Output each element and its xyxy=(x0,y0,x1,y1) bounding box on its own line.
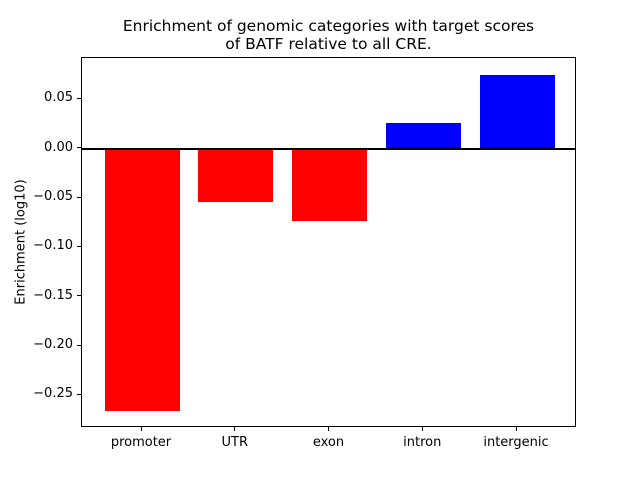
x-tick-mark xyxy=(421,427,423,431)
y-tick-mark xyxy=(77,393,81,395)
x-tick-label-UTR: UTR xyxy=(221,435,249,450)
x-tick-label-intergenic: intergenic xyxy=(483,435,549,450)
x-tick-mark xyxy=(328,427,329,431)
bar-intron xyxy=(385,123,461,149)
y-tick-label: −0.15 xyxy=(33,287,73,303)
bar-exon xyxy=(292,148,367,221)
y-tick-mark xyxy=(77,97,81,99)
bar-promoter xyxy=(104,148,180,412)
y-tick-label: −0.20 xyxy=(33,337,73,353)
plot-area xyxy=(81,57,576,427)
y-tick-label: −0.10 xyxy=(33,238,73,254)
y-tick-mark xyxy=(77,196,81,198)
x-tick-label-promoter: promoter xyxy=(110,435,172,450)
x-tick-label-intron: intron xyxy=(403,435,442,450)
x-tick-mark xyxy=(140,427,142,431)
zero-line xyxy=(82,147,575,150)
y-tick-mark xyxy=(77,295,81,297)
y-tick-label: 0.05 xyxy=(44,90,73,106)
x-tick-label-exon: exon xyxy=(312,435,345,450)
y-tick-label: −0.05 xyxy=(33,189,73,205)
x-tick-mark xyxy=(234,427,236,431)
chart-title-line-2: of BATF relative to all CRE. xyxy=(225,35,432,53)
y-tick-label: 0.00 xyxy=(44,139,73,155)
x-tick-mark xyxy=(515,427,517,431)
chart-title: Enrichment of genomic categories with ta… xyxy=(81,17,576,53)
chart-title-line-1: Enrichment of genomic categories with ta… xyxy=(122,17,535,35)
y-tick-mark xyxy=(77,147,81,149)
y-tick-mark xyxy=(77,344,81,346)
y-tick-mark xyxy=(77,245,81,247)
y-tick-label: −0.25 xyxy=(33,386,73,402)
bar-UTR xyxy=(198,148,274,203)
bar-intergenic xyxy=(479,74,555,149)
